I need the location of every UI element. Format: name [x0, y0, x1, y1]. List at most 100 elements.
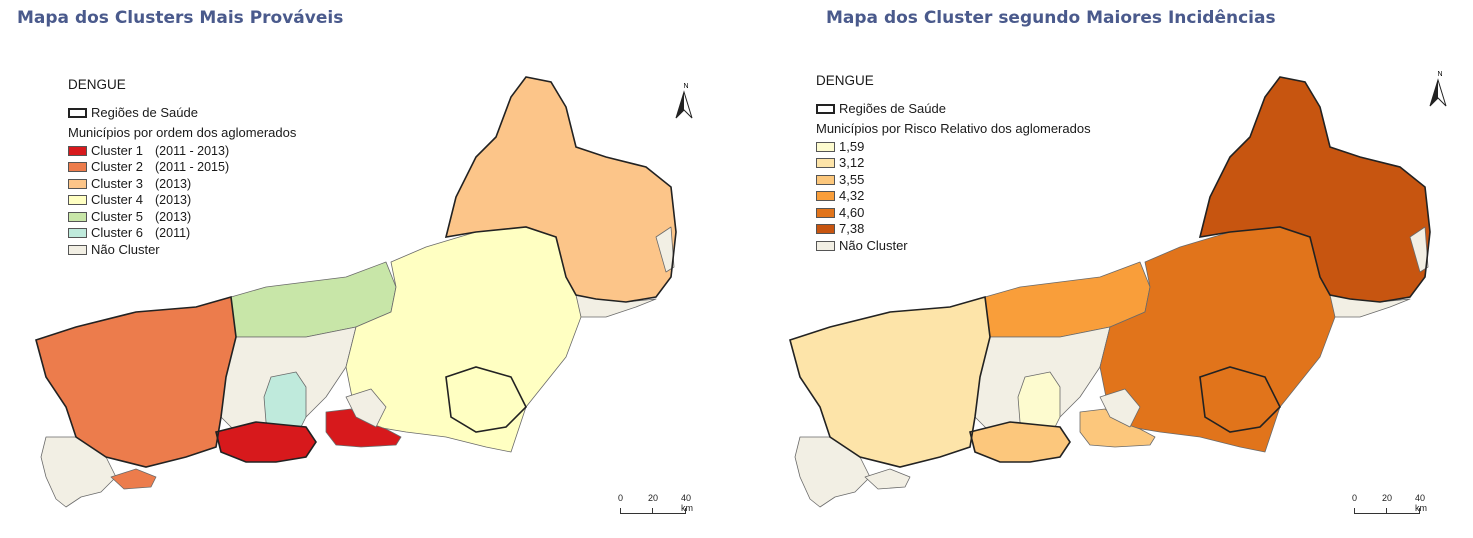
north-arrow-shape: [1429, 78, 1447, 107]
right-region-rr-460: [1099, 226, 1336, 453]
legend-swatch: [816, 224, 835, 235]
legend-swatch: [816, 240, 835, 251]
right-region-coastal-middle: [1099, 388, 1141, 428]
right-health-region-outline-4: [969, 421, 1071, 463]
scale-tick: 20: [1382, 493, 1393, 503]
legend-swatch: [68, 211, 87, 222]
legend-label: 7,38: [839, 221, 865, 237]
left-map-card: DENGUE Regiões de Saúde Municípios por o…: [6, 37, 734, 538]
north-arrow-shape: [675, 90, 693, 119]
left-choropleth-map: [35, 76, 677, 508]
legend-swatch: [816, 158, 835, 169]
scale-tick: 0: [1352, 493, 1358, 503]
left-legend-item: Não Cluster: [68, 242, 296, 259]
right-health-region-outline-3: [1199, 366, 1281, 433]
scale-tick: 40 km: [681, 493, 693, 513]
scale-tick: 20: [648, 493, 659, 503]
legend-label: 1,59: [839, 138, 865, 154]
left-legend-item: Cluster 4 (2013): [68, 192, 296, 209]
scale-tick: 40 km: [1415, 493, 1427, 513]
north-label: N: [1437, 71, 1443, 78]
left-legend-item: Cluster 5 (2013): [68, 209, 296, 226]
legend-years: (2011): [155, 226, 191, 241]
scale-bar-line: [1354, 508, 1420, 514]
legend-label: Não Cluster: [839, 237, 908, 253]
scale-bar-mid: [1386, 508, 1387, 513]
scale-tick: 0: [618, 493, 624, 503]
legend-label: 3,12: [839, 155, 865, 171]
legend-swatch: [68, 228, 87, 239]
left-region-island: [110, 468, 157, 490]
scale-bar-mid: [652, 508, 653, 513]
left-health-region-outline-4: [215, 421, 317, 463]
left-health-region-outline-3: [445, 366, 527, 433]
right-legend-item: 4,60: [816, 205, 1091, 222]
right-legend-item: 7,38: [816, 221, 1091, 238]
left-map-title: Mapa dos Clusters Mais Prováveis: [17, 8, 344, 28]
right-legend-region-row: Regiões de Saúde: [816, 101, 1091, 118]
right-region-island: [864, 468, 911, 490]
right-scale-bar: 0 20 40 km: [1352, 493, 1432, 517]
left-region-cluster4: [345, 226, 582, 453]
legend-label: Cluster 3: [91, 175, 144, 191]
right-choropleth-map: [789, 76, 1431, 508]
right-legend-item: 4,32: [816, 188, 1091, 205]
left-region-coastal-middle: [345, 388, 387, 428]
legend-swatch: [68, 162, 87, 173]
left-legend: DENGUE Regiões de Saúde Municípios por o…: [68, 77, 296, 258]
right-legend: DENGUE Regiões de Saúde Municípios por R…: [816, 73, 1091, 254]
north-arrow-icon: N: [1428, 71, 1452, 108]
right-legend-item: 1,59: [816, 139, 1091, 156]
right-legend-item: 3,12: [816, 155, 1091, 172]
legend-years: (2011 - 2015): [155, 160, 230, 175]
legend-years: (2013): [155, 209, 192, 224]
legend-swatch: [68, 178, 87, 189]
legend-swatch: [68, 195, 87, 206]
left-legend-item: Cluster 1 (2011 - 2013): [68, 143, 296, 160]
region-outline-swatch: [816, 104, 835, 115]
legend-swatch: [816, 191, 835, 202]
legend-label: Cluster 5: [91, 208, 144, 224]
legend-label: 4,32: [839, 188, 865, 204]
right-legend-title: DENGUE: [816, 73, 874, 88]
north-label: N: [683, 83, 689, 90]
right-legend-item: Não Cluster: [816, 238, 1091, 255]
left-health-region-outline-2: [444, 76, 677, 303]
right-region-ne-point: [1409, 226, 1429, 273]
legend-label: Cluster 4: [91, 192, 144, 208]
right-legend-region-label: Regiões de Saúde: [839, 101, 946, 117]
right-legend-subtitle: Municípios por Risco Relativo dos aglome…: [816, 120, 1091, 136]
legend-years: (2013): [155, 193, 192, 208]
legend-years: (2013): [155, 176, 192, 191]
left-region-ne-point: [655, 226, 675, 273]
right-legend-item: 3,55: [816, 172, 1091, 189]
legend-label: 4,60: [839, 204, 865, 220]
north-arrow-icon: N: [674, 83, 698, 120]
right-map-card: DENGUE Regiões de Saúde Municípios por R…: [760, 37, 1470, 538]
legend-label: Cluster 6: [91, 225, 144, 241]
right-map-title: Mapa dos Cluster segundo Maiores Incidên…: [826, 8, 1276, 28]
legend-swatch: [816, 207, 835, 218]
legend-swatch: [68, 145, 87, 156]
legend-label: 3,55: [839, 171, 865, 187]
legend-label: Não Cluster: [91, 241, 160, 257]
legend-swatch: [68, 244, 87, 255]
region-outline-swatch: [68, 108, 87, 119]
left-legend-region-row: Regiões de Saúde: [68, 105, 296, 122]
left-legend-subtitle: Municípios por ordem dos aglomerados: [68, 124, 297, 140]
left-legend-item: Cluster 6 (2011): [68, 225, 296, 242]
left-legend-title: DENGUE: [68, 77, 126, 92]
left-legend-item: Cluster 3 (2013): [68, 176, 296, 193]
legend-swatch: [816, 141, 835, 152]
scale-bar-line: [620, 508, 686, 514]
right-legend-items: 1,59 3,12 3,55 4,32 4,60 7,38 Não Cluste…: [816, 139, 1091, 255]
left-legend-items: Cluster 1 (2011 - 2013) Cluster 2 (2011 - …: [68, 143, 296, 259]
right-health-region-outline-2: [1198, 76, 1431, 303]
left-scale-bar: 0 20 40 km: [618, 493, 698, 517]
left-legend-region-label: Regiões de Saúde: [91, 105, 198, 121]
legend-label: Cluster 1: [91, 142, 144, 158]
legend-years: (2011 - 2013): [155, 143, 230, 158]
legend-label: Cluster 2: [91, 159, 144, 175]
legend-swatch: [816, 174, 835, 185]
left-legend-item: Cluster 2 (2011 - 2015): [68, 159, 296, 176]
